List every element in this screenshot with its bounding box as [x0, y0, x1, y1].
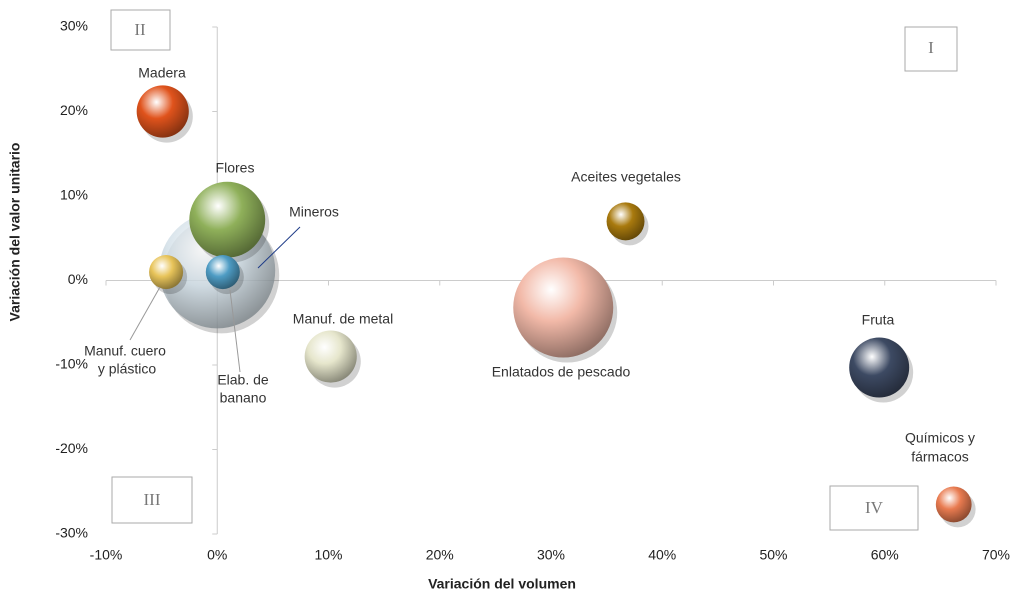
x-tick-label: 30% [537, 547, 565, 563]
bubble-label: Manuf. cuero [84, 343, 166, 359]
leader-line [129, 286, 161, 341]
bubble-label: Aceites vegetales [571, 169, 681, 185]
x-axis-title: Variación del volumen [428, 576, 576, 592]
bubble [189, 181, 266, 258]
x-tick-label: -10% [90, 547, 123, 563]
y-tick-label: 0% [68, 271, 88, 287]
y-tick-label: 30% [60, 18, 88, 34]
leader-line [257, 226, 301, 269]
bubble [149, 255, 184, 290]
bubble-label: y plástico [98, 361, 157, 377]
bubble [136, 85, 189, 138]
bubble-label: Elab. de [217, 372, 269, 388]
quadrant-box [829, 485, 919, 531]
y-tick-label: 20% [60, 102, 88, 118]
bubble [606, 202, 645, 241]
bubble-label: banano [220, 390, 267, 406]
quadrant-label: III [144, 490, 161, 509]
quadrant-label: I [928, 38, 934, 57]
bubble [304, 330, 357, 383]
x-tick-label: 70% [982, 547, 1010, 563]
quadrant-box [111, 476, 193, 524]
y-tick-label: 10% [60, 187, 88, 203]
y-tick-label: -30% [55, 525, 88, 541]
leader-line [229, 289, 241, 373]
bubble-label: Mineros [289, 204, 339, 220]
x-tick-label: 20% [426, 547, 454, 563]
bubble [935, 486, 972, 523]
x-tick-label: 50% [759, 547, 787, 563]
x-tick-label: 0% [207, 547, 227, 563]
quadrant-label: IV [865, 498, 884, 517]
bubble [513, 257, 614, 358]
bubble-label: Enlatados de pescado [492, 364, 631, 380]
quadrant-box [904, 26, 958, 72]
x-tick-label: 60% [871, 547, 899, 563]
y-tick-label: -20% [55, 440, 88, 456]
x-tick-label: 40% [648, 547, 676, 563]
bubble-label: Manuf. de metal [293, 311, 393, 327]
bubble-label: fármacos [911, 449, 969, 465]
bubble [849, 337, 910, 398]
bubble-label: Fruta [862, 312, 895, 328]
quadrant-box [110, 9, 171, 51]
y-tick-label: -10% [55, 356, 88, 372]
bubble-label: Químicos y [905, 430, 975, 446]
bubble-label: Madera [138, 65, 186, 81]
y-axis-title: Variación del valor unitario [7, 143, 23, 322]
bubble-label: Flores [216, 160, 255, 176]
x-tick-label: 10% [314, 547, 342, 563]
quadrant-label: II [134, 20, 146, 39]
bubble [205, 255, 240, 290]
